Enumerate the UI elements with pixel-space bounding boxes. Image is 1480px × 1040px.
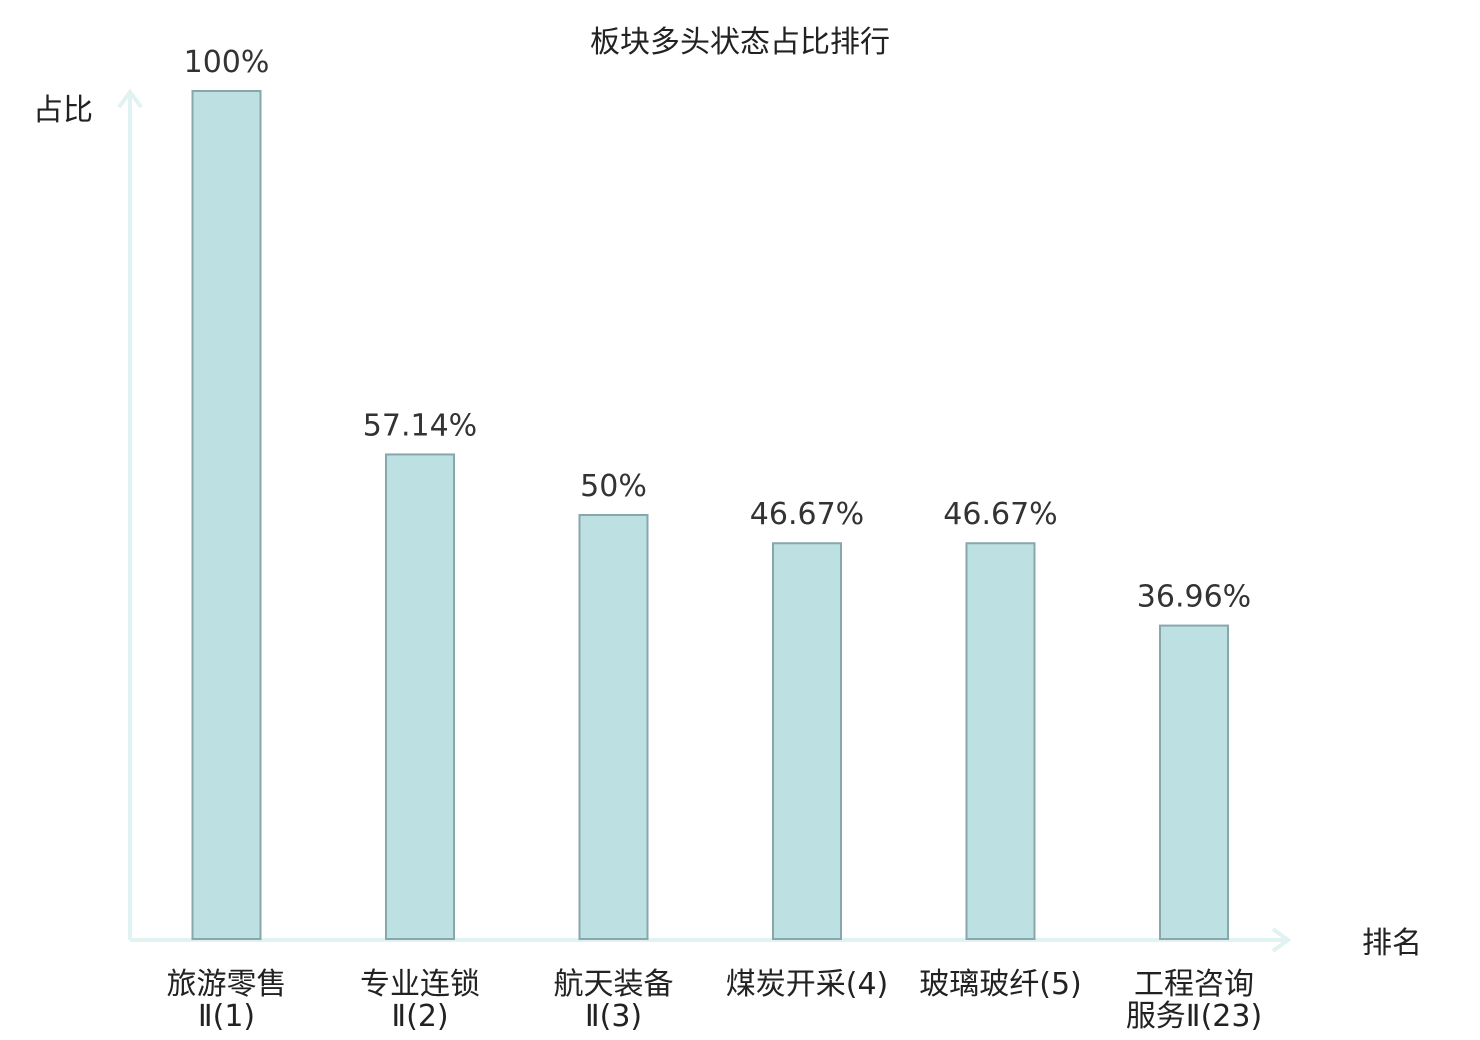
category-label-line1: 旅游零售 — [167, 967, 287, 1002]
category-label-line1: 玻璃玻纤(5) — [919, 967, 1082, 1002]
bar-2 — [385, 453, 455, 940]
category-label-line1: 航天装备 — [554, 967, 674, 1002]
x-axis-label: 排名 — [1362, 926, 1422, 961]
bar-value-label: 46.67% — [750, 497, 864, 532]
category-label-line1: 工程咨询 — [1134, 967, 1254, 1002]
bar-6 — [1159, 624, 1229, 941]
bar-5 — [965, 542, 1036, 940]
category-label-line1: 专业连锁 — [360, 967, 480, 1002]
chart-title: 板块多头状态占比排行 — [590, 25, 890, 60]
bar-value-label: 50% — [580, 469, 647, 504]
category-label-line1: 煤炭开采(4) — [726, 967, 889, 1002]
category-label-line2: 服务Ⅱ(23) — [1126, 999, 1262, 1034]
bar-4 — [772, 542, 842, 940]
category-label-line2: Ⅱ(1) — [198, 999, 255, 1034]
x-axis-arrow-icon — [1271, 927, 1292, 953]
y-axis-label: 占比 — [33, 93, 93, 128]
bar-value-label: 100% — [184, 45, 270, 80]
y-axis-arrow-icon — [117, 88, 143, 109]
bar-3 — [578, 514, 649, 940]
bar-value-label: 36.96% — [1137, 580, 1251, 615]
category-label-line2: Ⅱ(2) — [391, 999, 448, 1034]
category-label-line2: Ⅱ(3) — [585, 999, 642, 1034]
bar-value-label: 57.14% — [363, 408, 477, 443]
bar-value-label: 46.67% — [943, 497, 1057, 532]
bar-1 — [191, 90, 262, 940]
